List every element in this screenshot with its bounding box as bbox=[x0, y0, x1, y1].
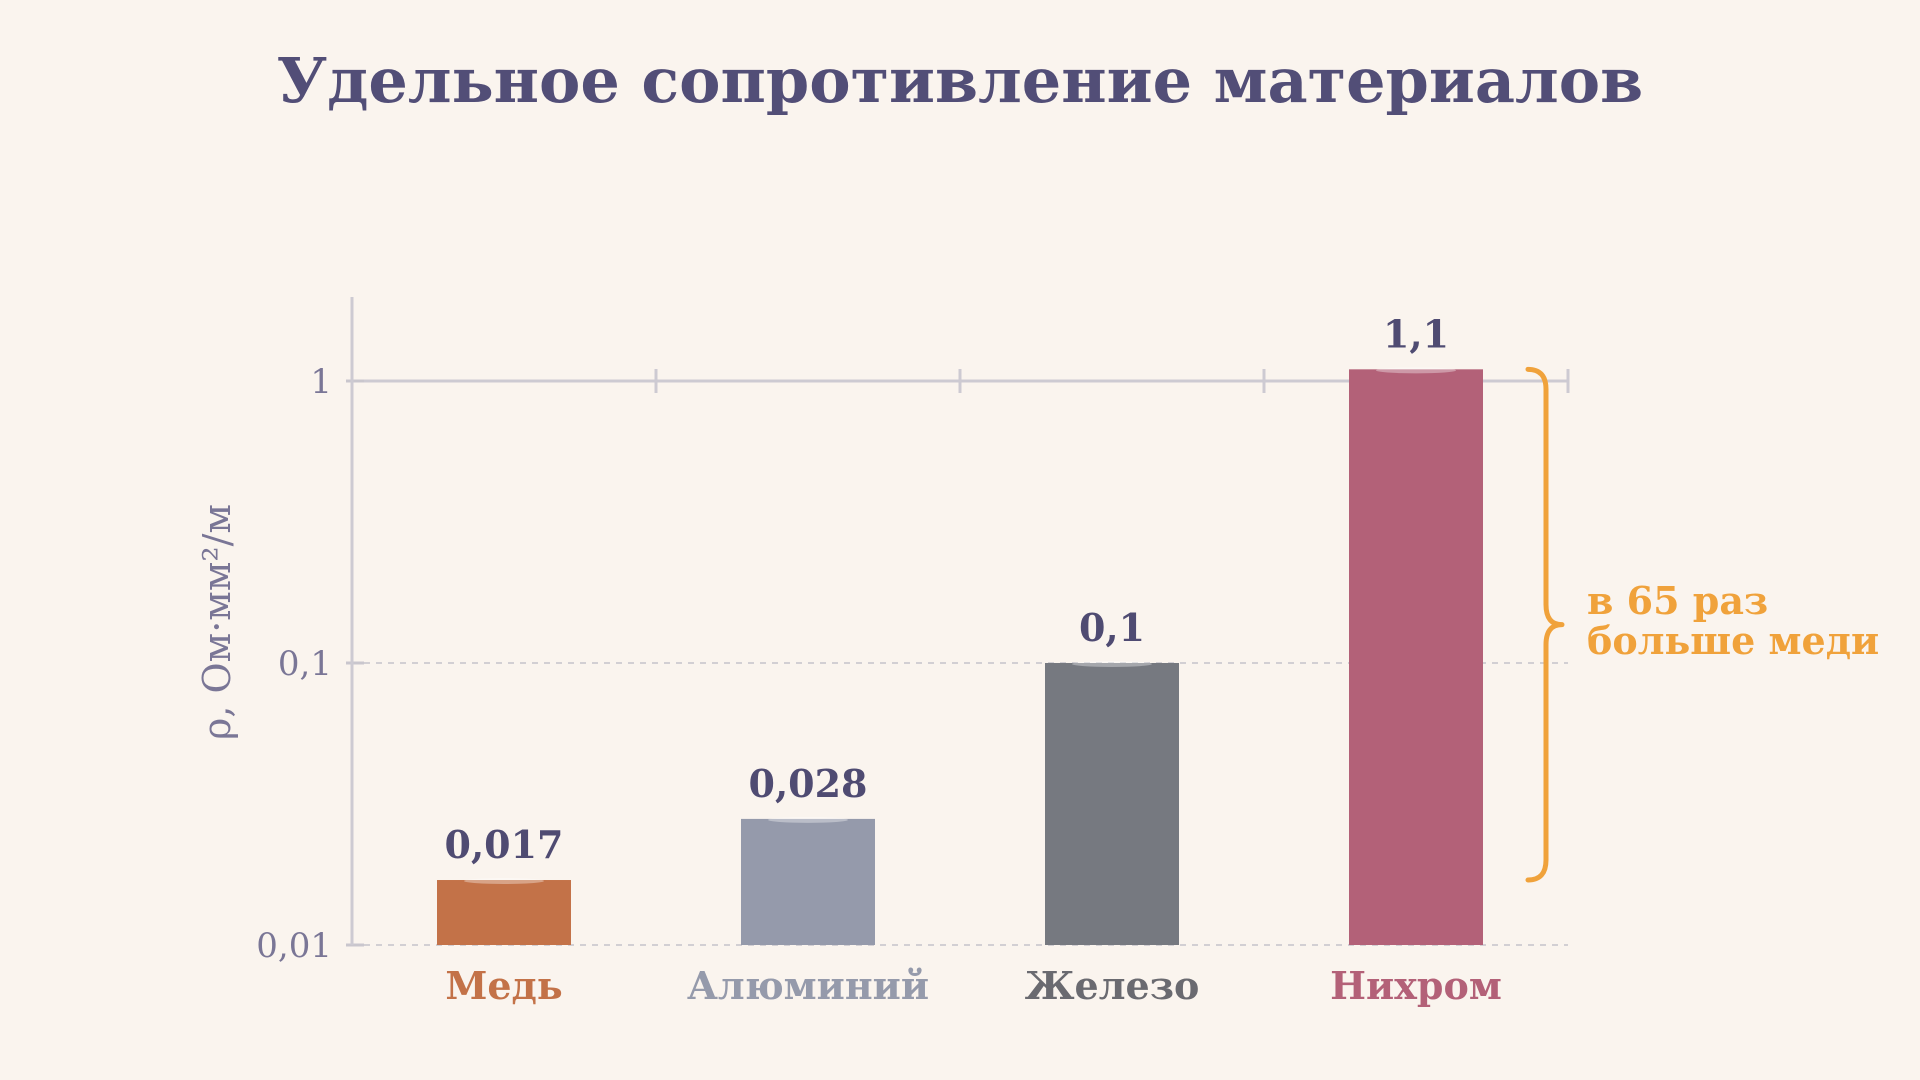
annotation-line-1: в 65 раз bbox=[1587, 578, 1768, 623]
annotation-brace bbox=[1525, 366, 1565, 883]
value-label-3: 0,1 bbox=[1079, 605, 1145, 650]
value-label-4: 1,1 bbox=[1383, 311, 1449, 356]
y-tick-label: 1 bbox=[310, 362, 332, 402]
value-label-2: 0,028 bbox=[749, 761, 868, 806]
category-label-4: Нихром bbox=[1330, 963, 1502, 1008]
category-label-2: Алюминий bbox=[687, 963, 929, 1008]
axis-layer: 0,01 0,1 1 bbox=[256, 297, 1570, 966]
bar-highlight bbox=[464, 878, 544, 885]
y-axis-title-group: ρ, Ом·мм²/м bbox=[195, 504, 239, 740]
y-tick-label: 0,01 bbox=[256, 926, 332, 966]
bar-highlight bbox=[1072, 661, 1152, 667]
bar-layer bbox=[437, 367, 1483, 945]
label-layer: 0,017 Медь 0,028 Алюминий 0,1 Железо 1,1 Нихром bbox=[445, 311, 1502, 1008]
bar-highlight bbox=[1376, 367, 1456, 374]
annotation: в 65 раз больше меди bbox=[1525, 366, 1879, 883]
value-label-1: 0,017 bbox=[445, 822, 564, 867]
category-label-3: Железо bbox=[1025, 963, 1200, 1008]
y-axis-title: ρ, Ом·мм²/м bbox=[195, 504, 239, 740]
bar-3 bbox=[1045, 663, 1179, 945]
bar-1 bbox=[437, 880, 571, 945]
bar-2 bbox=[741, 818, 875, 945]
bar-4 bbox=[1349, 369, 1483, 945]
bar-highlight bbox=[768, 816, 848, 823]
category-label-1: Медь bbox=[445, 963, 562, 1008]
annotation-line-2: больше меди bbox=[1587, 618, 1879, 663]
y-tick-label: 0,1 bbox=[278, 644, 332, 684]
chart-title: Удельное сопротивление материалов bbox=[277, 44, 1643, 117]
